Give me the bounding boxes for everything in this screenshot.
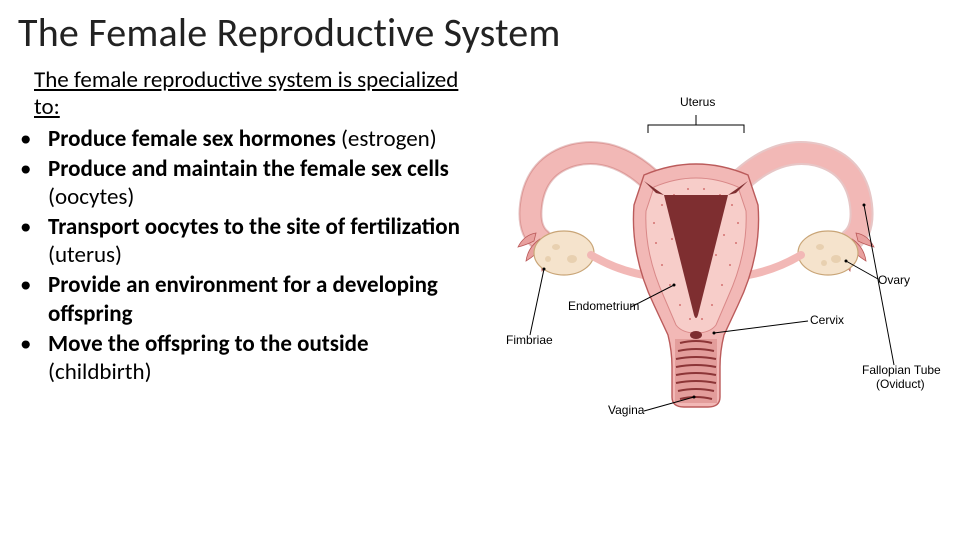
content-columns: The female reproductive system is specia… bbox=[18, 67, 942, 521]
label-fallopian-sub: (Oviduct) bbox=[876, 377, 925, 391]
diagram-column: Uterus Endometrium Fimbriae Vagina Ovary… bbox=[476, 67, 942, 521]
label-fallopian: Fallopian Tube bbox=[862, 363, 941, 377]
intro-text: The female reproductive system is specia… bbox=[34, 67, 468, 121]
list-item: •Produce and maintain the female sex cel… bbox=[34, 155, 468, 211]
label-fimbriae: Fimbriae bbox=[506, 333, 553, 347]
anatomy-diagram: Uterus Endometrium Fimbriae Vagina Ovary… bbox=[476, 75, 936, 455]
label-ovary: Ovary bbox=[878, 273, 910, 287]
anatomy-svg bbox=[476, 75, 936, 455]
list-item: •Produce female sex hormones (estrogen) bbox=[34, 125, 468, 153]
label-vagina: Vagina bbox=[608, 403, 644, 417]
text-column: The female reproductive system is specia… bbox=[18, 67, 468, 521]
bullet-list: •Produce female sex hormones (estrogen) … bbox=[34, 125, 468, 385]
list-item: •Move the offspring to the outside (chil… bbox=[34, 330, 468, 386]
label-endometrium: Endometrium bbox=[568, 299, 639, 313]
list-item: •Transport oocytes to the site of fertil… bbox=[34, 213, 468, 269]
label-uterus: Uterus bbox=[680, 95, 715, 109]
page-title: The Female Reproductive System bbox=[18, 8, 942, 57]
label-cervix: Cervix bbox=[810, 313, 844, 327]
list-item: •Provide an environment for a developing… bbox=[34, 271, 468, 327]
